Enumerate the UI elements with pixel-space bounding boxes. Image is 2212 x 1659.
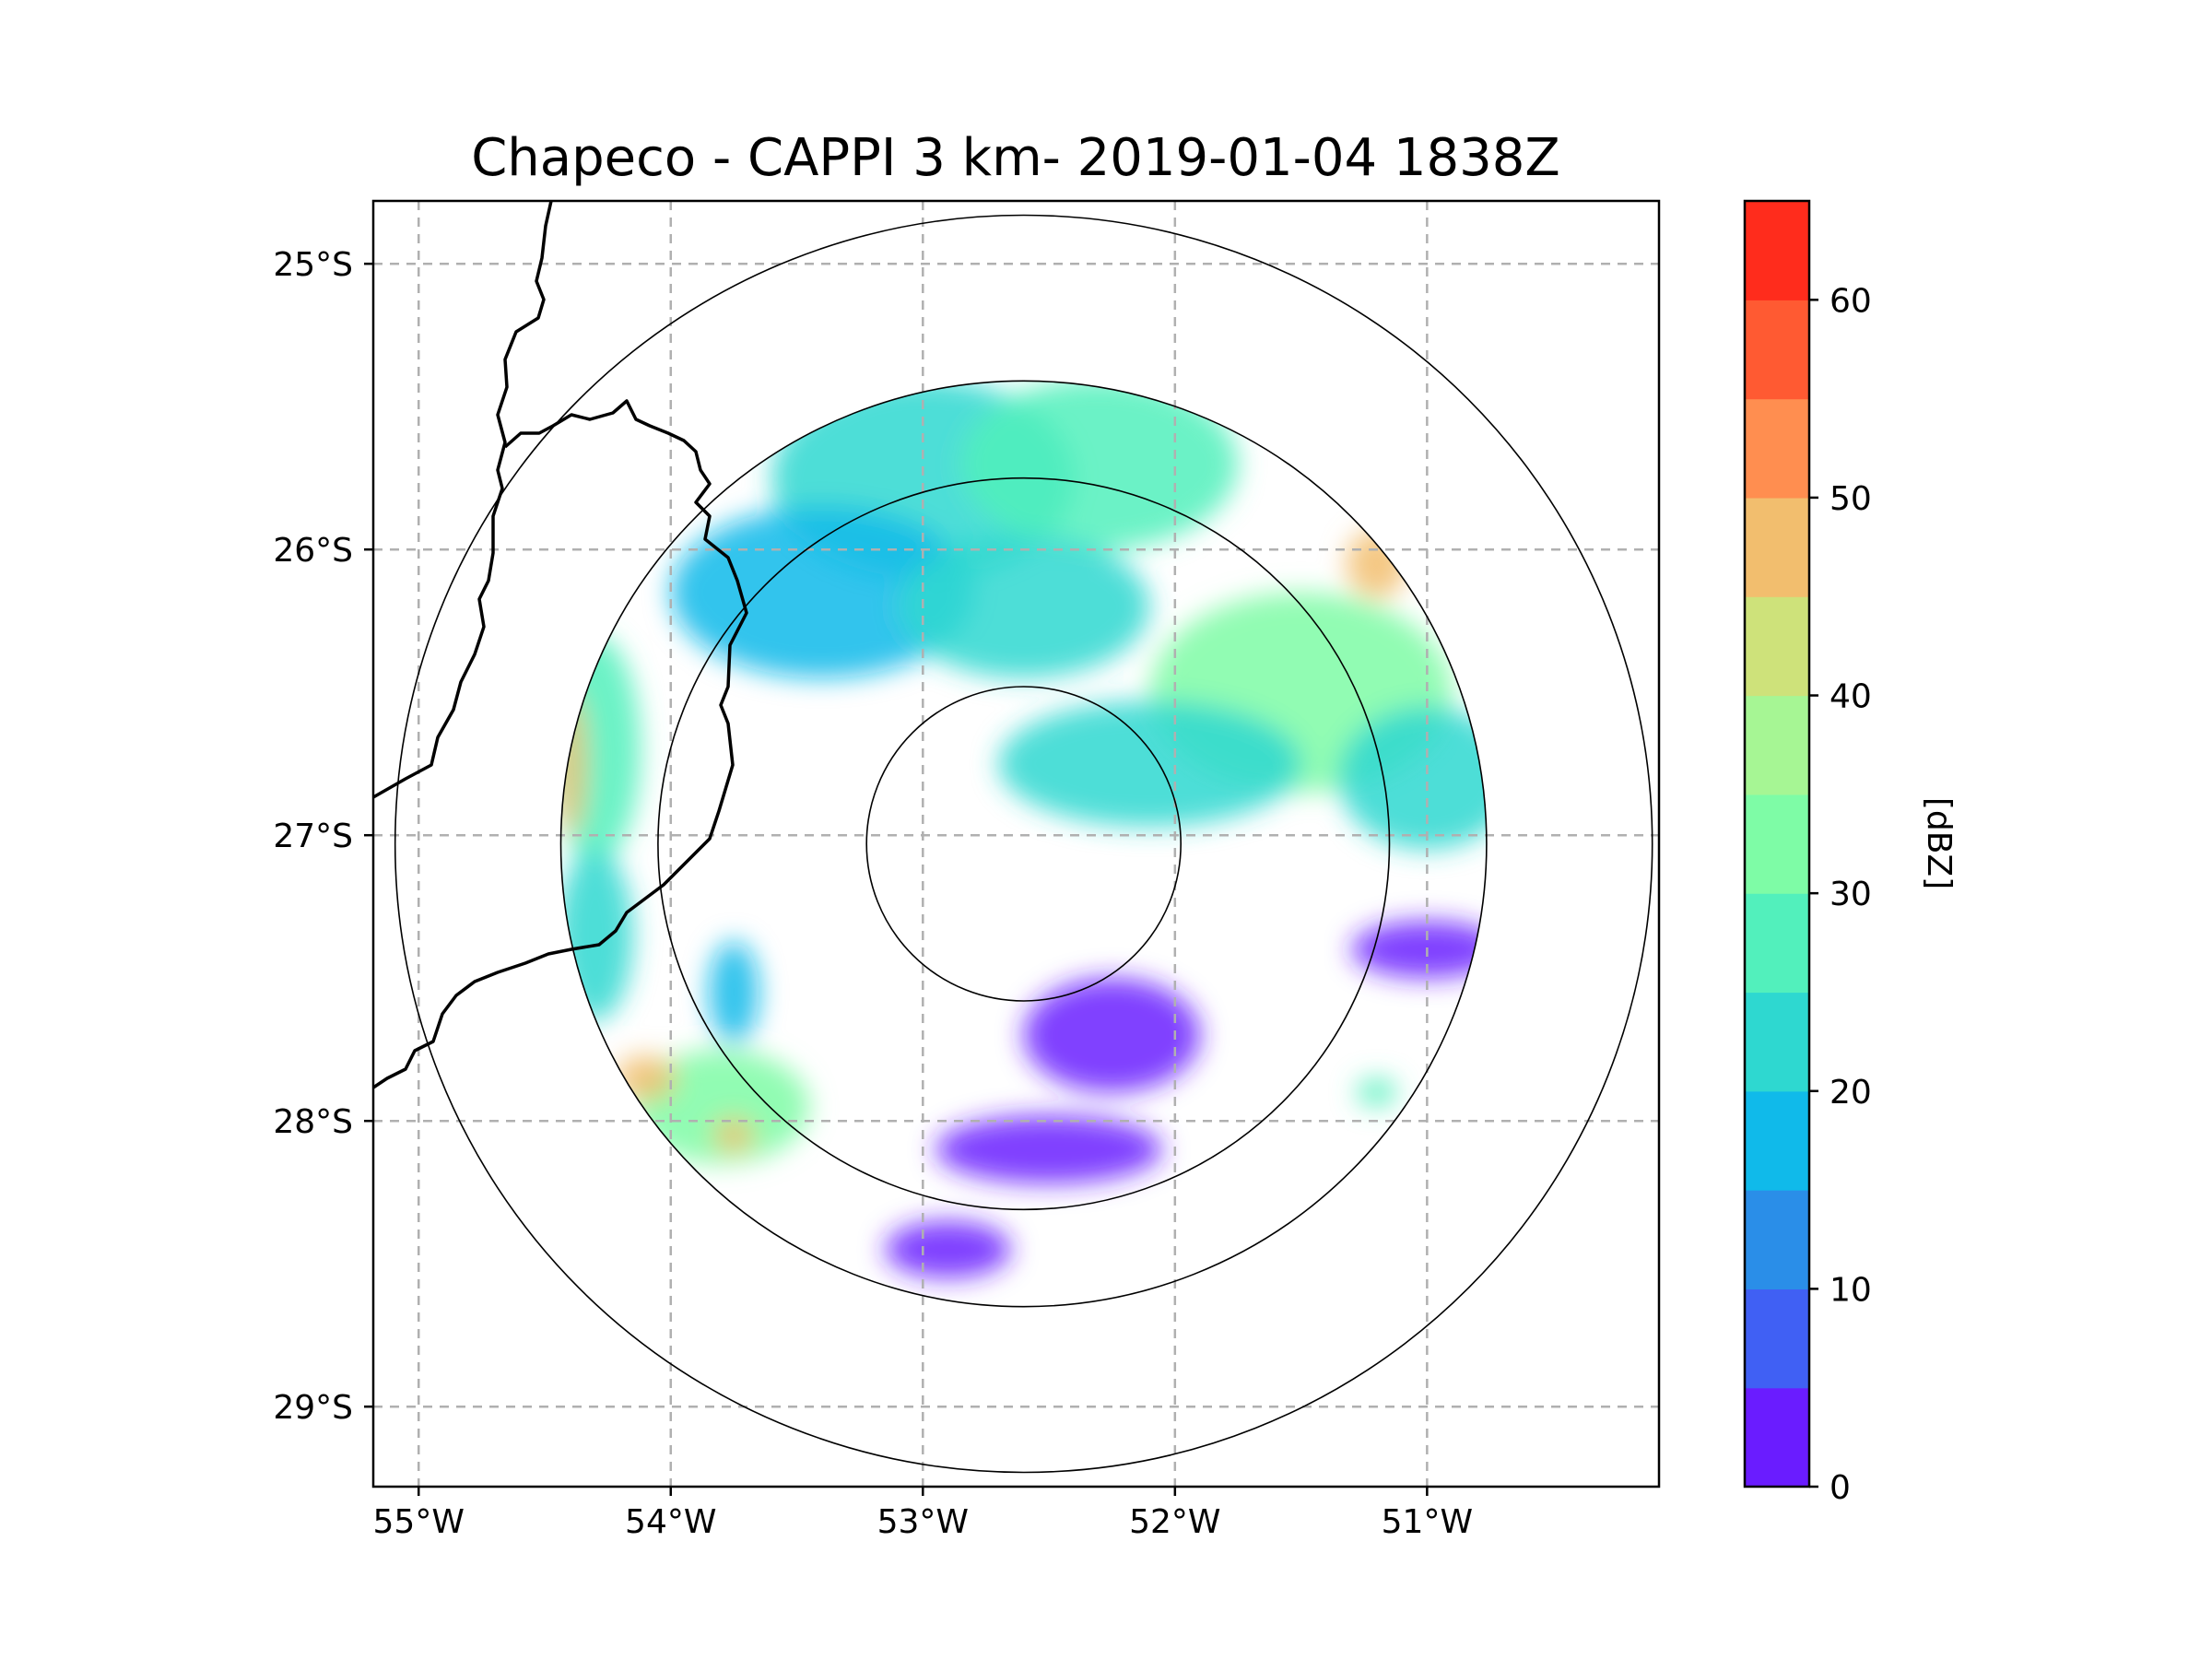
reflectivity-cell-19 [885,1220,1012,1278]
x-axis: 55°W 54°W 53°W 52°W 51°W [373,1487,1473,1541]
reflectivity-cell-1 [960,381,1239,550]
range-ring-2 [559,380,1488,1308]
colorbar-band-12 [1745,201,1809,300]
reflectivity-cell-6 [998,700,1301,827]
colorbar-band-10 [1745,398,1809,499]
range-rings [394,214,1653,1474]
reflectivity-cell-18 [935,1115,1163,1184]
colorbar-tick-label-2: 20 [1830,1074,1872,1112]
y-axis: 25°S 26°S 27°S 28°S 29°S [273,246,373,1427]
state-border-west [373,201,553,799]
colorbar-tick-label-1: 10 [1830,1271,1872,1309]
reflectivity-cell-3 [897,535,1150,678]
chart-title: Chapeco - CAPPI 3 km- 2019-01-04 1838Z [471,128,1560,188]
reflectivity-cell-14 [708,940,759,1044]
y-tick-label-3: 28°S [273,1103,353,1141]
map-area [373,201,1659,1487]
colorbar-band-11 [1745,300,1809,400]
range-ring-1 [657,477,1391,1211]
range-ring-3 [394,214,1653,1474]
colorbar-band-4 [1745,992,1809,1092]
reflectivity-cell-15 [1023,978,1201,1093]
colorbar-band-0 [1745,1387,1809,1488]
graticule [373,201,1659,1487]
colorbar: 0 10 20 30 40 50 60 [dBZ] [1743,199,1958,1507]
colorbar-tick-label-5: 50 [1830,480,1872,518]
x-tick-label-4: 51°W [1382,1503,1473,1541]
reflectivity-cell-10 [560,849,633,1021]
reflectivity-cell-5 [1346,529,1407,598]
y-tick-label-2: 27°S [273,818,353,855]
colorbar-tick-label-0: 0 [1830,1469,1851,1507]
colorbar-band-2 [1745,1190,1809,1289]
reflectivity-cell-13 [713,1118,755,1153]
x-tick-label-3: 52°W [1129,1503,1220,1541]
reflectivity-cell-7 [1338,706,1487,850]
map-frame [371,199,1661,1488]
colorbar-tick-label-6: 60 [1830,282,1872,320]
x-tick-label-1: 54°W [625,1503,716,1541]
colorbar-band-9 [1745,497,1809,597]
y-tick-label-1: 26°S [273,532,353,570]
colorbar-band-3 [1745,1090,1809,1191]
colorbar-band-6 [1745,794,1809,894]
colorbar-band-8 [1745,596,1809,697]
y-tick-label-4: 29°S [273,1389,353,1427]
state-border-east [373,399,748,1089]
x-tick-label-0: 55°W [373,1503,465,1541]
colorbar-tick-label-4: 40 [1830,678,1872,716]
colorbar-band-5 [1745,893,1809,994]
colorbar-label: [dBZ] [1920,797,1958,889]
reflectivity-field [560,381,1487,1278]
y-tick-label-0: 25°S [273,246,353,284]
reflectivity-cell-17 [1356,1077,1397,1107]
colorbar-tick-label-3: 30 [1830,876,1872,913]
colorbar-band-1 [1745,1288,1809,1389]
x-tick-label-2: 53°W [877,1503,969,1541]
colorbar-band-7 [1745,695,1809,795]
range-ring-0 [865,686,1182,1002]
colorbar-frame [1743,199,1811,1488]
reflectivity-cell-11 [632,1049,810,1164]
reflectivity-cell-9 [560,692,585,836]
